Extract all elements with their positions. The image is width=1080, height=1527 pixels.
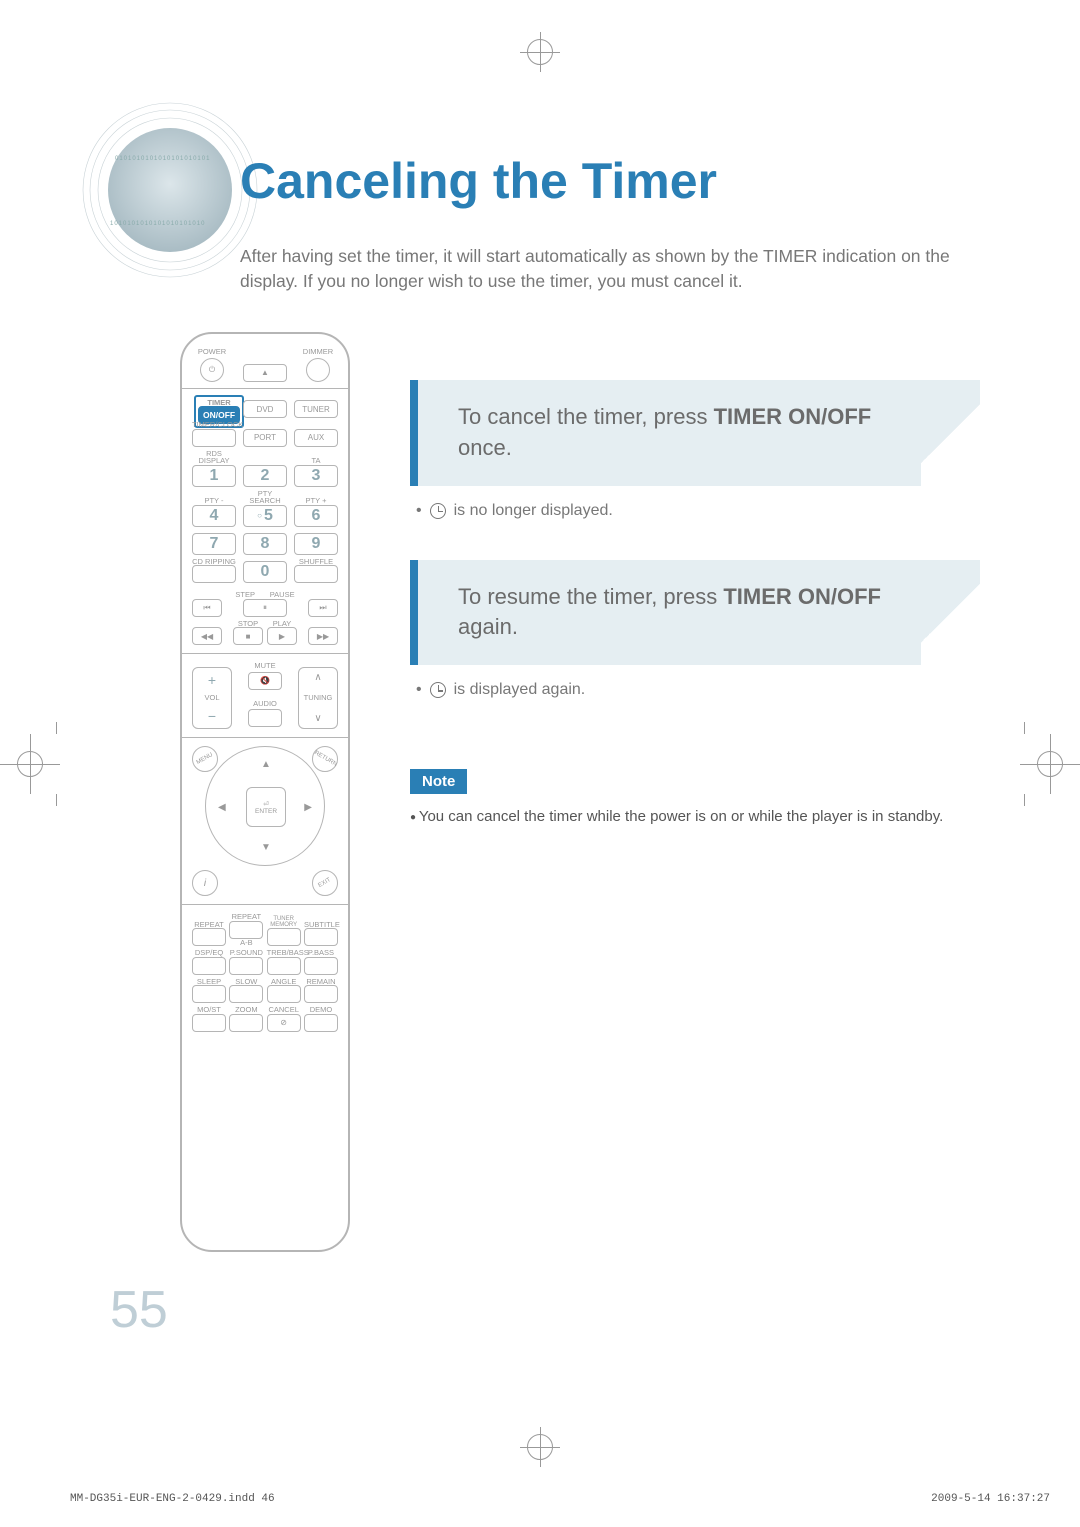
- clock-icon: [430, 503, 446, 519]
- num-7[interactable]: 7: [192, 533, 236, 555]
- panel1-bold: TIMER ON/OFF: [714, 404, 872, 429]
- num-1[interactable]: 1: [192, 465, 236, 487]
- num-4[interactable]: 4: [192, 505, 236, 527]
- svg-text:0101010101010101010101: 0101010101010101010101: [115, 156, 210, 162]
- vol-label: VOL: [204, 694, 219, 702]
- rew-button[interactable]: ◀◀: [192, 627, 222, 645]
- tuning-label: TUNING: [304, 694, 333, 702]
- ff-button[interactable]: ▶▶: [308, 627, 338, 645]
- num-2[interactable]: 2: [243, 465, 287, 487]
- footer-right: 2009-5-14 16:37:27: [931, 1493, 1050, 1505]
- subtitle-button[interactable]: [304, 928, 338, 946]
- num-9[interactable]: 9: [294, 533, 338, 555]
- footer: MM-DG35i-EUR-ENG-2-0429.indd 46 2009-5-1…: [70, 1493, 1050, 1505]
- note-text: You can cancel the timer while the power…: [410, 808, 980, 825]
- repeat-ab-button[interactable]: [229, 921, 263, 939]
- tmem-button[interactable]: [267, 928, 301, 946]
- psound-button[interactable]: [229, 957, 263, 975]
- rds-label: RDS DISPLAY: [192, 450, 236, 465]
- crop-mark-bottom: [520, 1427, 560, 1467]
- timerclock-label: TIMER/CLOCK: [192, 421, 236, 429]
- trebbass-button[interactable]: [267, 957, 301, 975]
- bullet-2: • is displayed again.: [416, 681, 980, 699]
- info-button[interactable]: i: [192, 870, 218, 896]
- panel2-post: again.: [458, 614, 518, 639]
- remote-diagram: POWER⏻ ▲ DIMMER TIMER ON/OFF DVD TUNER T…: [180, 332, 350, 1252]
- aux-button[interactable]: AUX: [294, 429, 338, 447]
- dvd-button[interactable]: DVD: [243, 400, 287, 418]
- note-label: Note: [410, 769, 467, 794]
- port-button[interactable]: PORT: [243, 429, 287, 447]
- crop-mark-right: [1020, 734, 1080, 794]
- crop-mark-left: [0, 734, 60, 794]
- slow-button[interactable]: [229, 985, 263, 1003]
- footer-left: MM-DG35i-EUR-ENG-2-0429.indd 46: [70, 1493, 275, 1505]
- cdrip-label: CD RIPPING: [192, 558, 236, 566]
- panel2-bold: TIMER ON/OFF: [723, 584, 881, 609]
- intro-text: After having set the timer, it will star…: [240, 244, 1010, 293]
- ptym-label: PTY -: [192, 497, 236, 505]
- next-button[interactable]: ⏭: [308, 599, 338, 617]
- num-6[interactable]: 6: [294, 505, 338, 527]
- bullet-1: • is no longer displayed.: [416, 502, 980, 520]
- audio-button[interactable]: [248, 709, 282, 727]
- cancel-button[interactable]: ⊘: [267, 1014, 301, 1032]
- shuffle-label: SHUFFLE: [294, 558, 338, 566]
- zoom-button[interactable]: [229, 1014, 263, 1032]
- dspeq-button[interactable]: [192, 957, 226, 975]
- repeat-button[interactable]: [192, 928, 226, 946]
- timer-label: TIMER: [198, 399, 240, 407]
- num-0[interactable]: 0: [243, 561, 287, 583]
- remain-button[interactable]: [304, 985, 338, 1003]
- most-button[interactable]: [192, 1014, 226, 1032]
- stop-button[interactable]: ■: [233, 627, 263, 645]
- pbass-button[interactable]: [304, 957, 338, 975]
- mute-button[interactable]: 🔇: [248, 672, 282, 690]
- exit-button[interactable]: EXIT: [312, 870, 338, 896]
- pause-button[interactable]: ⏸: [243, 599, 287, 617]
- num-8[interactable]: 8: [243, 533, 287, 555]
- panel-cancel: To cancel the timer, press TIMER ON/OFF …: [410, 380, 980, 486]
- panel1-post: once.: [458, 435, 512, 460]
- power-label: POWER: [192, 348, 232, 356]
- sleep-button[interactable]: [192, 985, 226, 1003]
- ptyp-label: PTY +: [294, 497, 338, 505]
- dpad[interactable]: ▲▼ ◀▶ ⏎ENTER: [205, 746, 325, 866]
- menu-button[interactable]: MENU: [192, 746, 218, 772]
- svg-text:1010101010101010101010: 1010101010101010101010: [110, 221, 205, 227]
- play-button[interactable]: ▶: [267, 627, 297, 645]
- clock-icon: [430, 682, 446, 698]
- dimmer-label: DIMMER: [298, 348, 338, 356]
- page-number: 55: [110, 1280, 168, 1340]
- crop-mark-top: [520, 32, 560, 72]
- panel2-pre: To resume the timer, press: [458, 584, 723, 609]
- globe-icon: 0101010101010101010101 10101010101010101…: [80, 100, 260, 280]
- ta-label: TA: [294, 457, 338, 465]
- tuner-button[interactable]: TUNER: [294, 400, 338, 418]
- num-3[interactable]: 3: [294, 465, 338, 487]
- panel1-pre: To cancel the timer, press: [458, 404, 714, 429]
- page-title: Canceling the Timer: [240, 152, 717, 210]
- ptys-label: PTY SEARCH: [243, 490, 287, 505]
- return-button[interactable]: RETURN: [312, 746, 338, 772]
- prev-button[interactable]: ⏮: [192, 599, 222, 617]
- demo-button[interactable]: [304, 1014, 338, 1032]
- num-5[interactable]: ○5: [243, 505, 287, 527]
- panel-resume: To resume the timer, press TIMER ON/OFF …: [410, 560, 980, 666]
- angle-button[interactable]: [267, 985, 301, 1003]
